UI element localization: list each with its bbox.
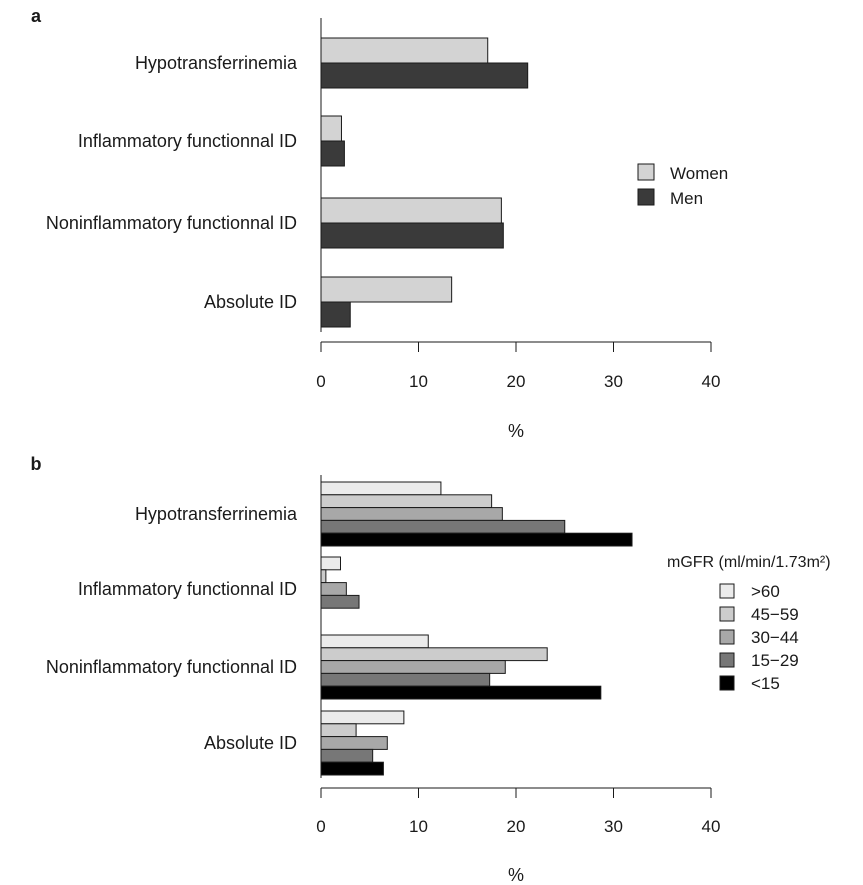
- category-label: Noninflammatory functionnal ID: [46, 213, 297, 233]
- legend-label: 15−29: [751, 651, 799, 670]
- x-tick-label: 20: [507, 817, 526, 836]
- legend-swatch: [719, 583, 735, 599]
- bar: [320, 748, 374, 763]
- legend-title: mGFR (ml/min/1.73m²): [667, 554, 831, 571]
- legend-label: <15: [751, 674, 780, 693]
- bar: [320, 569, 327, 584]
- x-tick-label: 30: [604, 372, 623, 391]
- legend-swatch: [719, 629, 735, 645]
- x-tick-label: 0: [316, 372, 325, 391]
- x-axis-title: %: [508, 421, 524, 441]
- legend-swatch: [719, 652, 735, 668]
- bar: [320, 582, 347, 596]
- chart-panel-b: b Hypotransferrinemia Inflammatory functio…: [31, 454, 831, 885]
- bar: [320, 660, 506, 674]
- category-label: Inflammatory functionnal ID: [78, 131, 297, 151]
- bar: [320, 519, 566, 534]
- legend-label: Men: [670, 189, 703, 208]
- bar: [320, 723, 357, 738]
- x-tick-label: 10: [409, 817, 428, 836]
- legend-label: Women: [670, 164, 728, 183]
- category-label: Absolute ID: [204, 292, 297, 312]
- bar: [320, 494, 493, 509]
- panel-label: b: [31, 454, 42, 474]
- bar: [320, 37, 489, 64]
- panel-label: a: [31, 6, 42, 26]
- bar: [320, 736, 388, 750]
- x-tick-label: 40: [702, 372, 721, 391]
- x-axis-title: %: [508, 865, 524, 885]
- x-tick-label: 20: [507, 372, 526, 391]
- bar: [320, 222, 504, 249]
- bar: [320, 647, 548, 662]
- bar: [320, 594, 360, 609]
- bar: [320, 710, 405, 725]
- x-tick-label: 30: [604, 817, 623, 836]
- bar: [320, 62, 529, 89]
- x-tick-label: 40: [702, 817, 721, 836]
- bar: [320, 301, 351, 328]
- category-label: Hypotransferrinemia: [135, 504, 298, 524]
- category-label: Noninflammatory functionnal ID: [46, 657, 297, 677]
- bar: [320, 634, 429, 649]
- legend-label: 45−59: [751, 605, 799, 624]
- bar: [320, 685, 602, 700]
- bar: [320, 672, 491, 687]
- bar: [320, 276, 453, 303]
- bar: [320, 481, 442, 496]
- bar: [320, 556, 341, 571]
- bar: [320, 761, 384, 776]
- category-label: Hypotransferrinemia: [135, 53, 298, 73]
- bar: [320, 115, 342, 142]
- x-tick-label: 0: [316, 817, 325, 836]
- legend-swatch: [719, 675, 735, 691]
- legend-label: 30−44: [751, 628, 799, 647]
- chart-panel-a: a Hypotransferrinemia Inflammatory functio…: [31, 6, 728, 441]
- legend-label: >60: [751, 582, 780, 601]
- x-tick-label: 10: [409, 372, 428, 391]
- category-label: Inflammatory functionnal ID: [78, 579, 297, 599]
- legend-swatch: [719, 606, 735, 622]
- category-label: Absolute ID: [204, 733, 297, 753]
- bar: [320, 507, 503, 521]
- bar: [320, 140, 345, 167]
- bar: [320, 532, 633, 547]
- bar: [320, 197, 502, 224]
- legend-swatch: [637, 163, 655, 181]
- legend-swatch: [637, 188, 655, 206]
